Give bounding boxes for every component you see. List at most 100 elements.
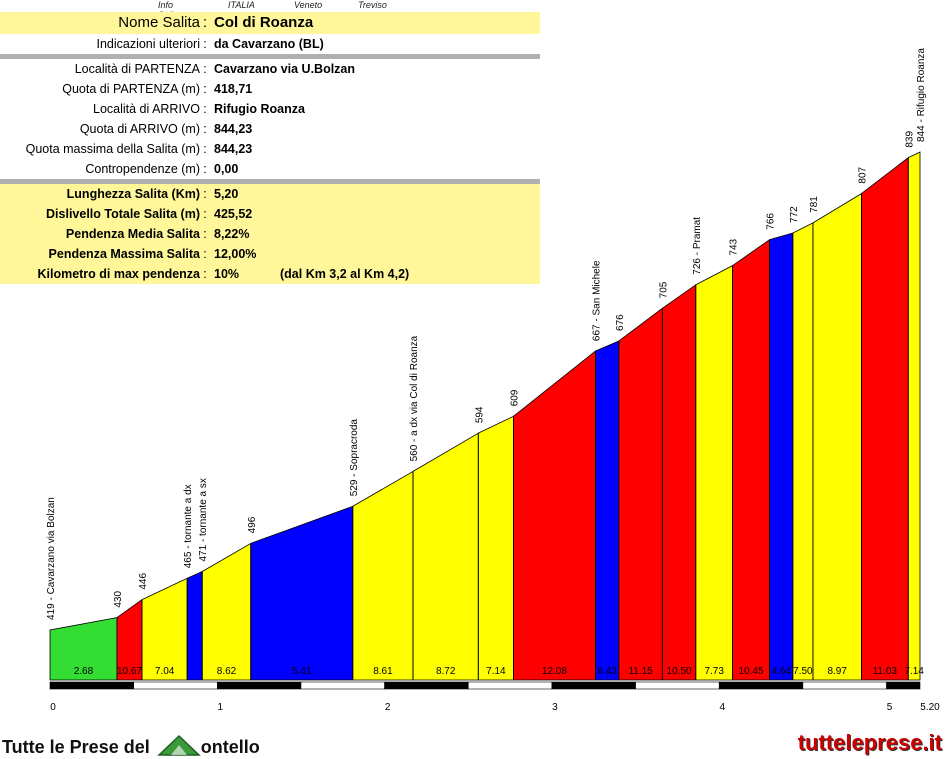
profile-segment — [186, 570, 203, 681]
colon: : — [203, 227, 207, 241]
segment-dividers — [116, 157, 909, 680]
altitude-label: 471 - tornante a sx — [198, 478, 209, 561]
lunghezza-label: Lunghezza Salita (Km) — [66, 187, 200, 201]
footer-site-logo: tutteleprese.it — [797, 730, 942, 755]
profile-segment — [201, 542, 252, 681]
gradient-label: 10.45 — [739, 666, 764, 677]
km-tick-label: 2 — [385, 702, 391, 713]
altitude-label: 430 — [113, 591, 124, 608]
altitude-label: 667 - San Michele — [591, 260, 602, 341]
km-tick-labels: 0 1 2 3 4 5 5.20 — [50, 702, 940, 713]
profile-segment — [352, 470, 414, 681]
row-km-max-pendenza: Kilometro di max pendenza : 10% (dal Km … — [0, 264, 540, 284]
row-contropendenze: Contropendenze (m) : 0,00 — [0, 159, 540, 179]
altitude-label: 560 - a dx via Col di Roanza — [409, 335, 420, 461]
scale-bar-block — [886, 681, 921, 690]
row-pendenza-media: Pendenza Media Salita : 8,22% — [0, 224, 540, 244]
info-header-region: Veneto — [294, 0, 323, 10]
altitude-label: 766 — [765, 213, 776, 230]
altitude-label: 844 - Rifugio Roanza — [916, 48, 927, 142]
gradient-label: 7.14 — [486, 666, 506, 677]
gradient-label: 6.43 — [597, 666, 617, 677]
gradient-label: 7.14 — [904, 666, 924, 677]
footer-brand-text-2: ontello — [200, 737, 260, 757]
separator — [0, 179, 540, 184]
altitude-label: 726 - Pramat — [692, 217, 703, 275]
km-max-pendenza-range: (dal Km 3,2 al Km 4,2) — [280, 267, 410, 281]
nome-salita-label: Nome Salita — [118, 14, 200, 31]
scale-bar-block — [551, 681, 636, 690]
indicazioni-label: Indicazioni ulteriori — [96, 37, 200, 51]
profile-segment — [695, 264, 734, 681]
gradient-label: 8.72 — [436, 666, 456, 677]
km-scale-bar — [49, 681, 921, 690]
colon: : — [203, 102, 207, 116]
altitude-label: 594 — [474, 406, 485, 423]
altitude-labels: 419 - Cavarzano via Bolzan 430 446 465 - to… — [46, 48, 927, 620]
colon: : — [203, 37, 207, 51]
profile-segment — [732, 238, 770, 681]
scale-bar-block — [718, 681, 804, 690]
altitude-label: 529 - Sopracroda — [349, 419, 360, 497]
row-quota-partenza: Quota di PARTENZA (m) : 418,71 — [0, 79, 540, 99]
quota-partenza-label: Quota di PARTENZA (m) — [62, 82, 200, 96]
altitude-label: 419 - Cavarzano via Bolzan — [46, 497, 57, 620]
gradient-label: 8.62 — [217, 666, 237, 677]
altitude-label: 781 — [809, 196, 820, 213]
colon: : — [203, 187, 207, 201]
profile-segment — [618, 307, 663, 681]
quota-massima-value: 844,23 — [214, 142, 253, 156]
km-tick-label: 4 — [719, 702, 725, 713]
separator — [0, 54, 540, 59]
pendenza-media-label: Pendenza Media Salita — [65, 227, 200, 241]
row-dislivello: Dislivello Totale Salita (m) : 425,52 — [0, 204, 540, 224]
info-header-province: Treviso — [358, 0, 387, 10]
altitude-label: 609 — [509, 389, 520, 406]
altitude-label: 705 — [658, 281, 669, 298]
profile-segment — [907, 151, 921, 681]
gradient-label: 8.97 — [827, 666, 847, 677]
scale-bar-block — [467, 681, 553, 690]
gradient-labels: 2.68 10.67 7.04 8.62 5.41 8.61 8.72 7.14 12.08 6.… — [74, 666, 925, 677]
localita-arrivo-value: Rifugio Roanza — [214, 102, 305, 116]
km-tick-label: 5.20 — [920, 702, 940, 713]
altitude-label: 743 — [729, 238, 740, 255]
km-tick-label: 5 — [887, 702, 893, 713]
altitude-label: 465 - tornante a dx — [183, 484, 194, 568]
contropendenze-value: 0,00 — [214, 162, 239, 176]
altitude-label: 676 — [615, 314, 626, 331]
gradient-label: 2.68 — [74, 666, 94, 677]
row-localita-partenza: Località di PARTENZA : Cavarzano via U.B… — [0, 59, 540, 79]
altitude-label: 446 — [138, 573, 149, 590]
profile-segment — [513, 350, 596, 681]
colon: : — [203, 267, 207, 281]
km-tick-label: 0 — [50, 702, 56, 713]
altitude-label: 772 — [789, 206, 800, 223]
gradient-label: 7.50 — [793, 666, 813, 677]
profile-segment — [769, 232, 794, 681]
gradient-label: 4.64 — [771, 666, 791, 677]
profile-segment — [861, 156, 909, 681]
km-tick-label: 1 — [218, 702, 224, 713]
mountain-logo-icon — [156, 734, 201, 756]
gradient-label: 10.67 — [117, 666, 142, 677]
row-nome-salita: Nome Salita : Col di Roanza — [0, 12, 540, 34]
contropendenze-label: Contropendenze (m) — [85, 162, 200, 176]
profile-segment — [792, 222, 814, 681]
colon: : — [202, 14, 208, 31]
scale-bar-block — [635, 681, 720, 690]
gradient-label: 11.03 — [873, 666, 898, 677]
km-tick-label: 3 — [552, 702, 558, 713]
lunghezza-value: 5,20 — [214, 187, 239, 201]
footer-brand-text-1: Tutte le Prese del — [2, 737, 150, 757]
gradient-label: 10.50 — [667, 666, 692, 677]
gradient-label: 8.61 — [373, 666, 393, 677]
km-max-pendenza-value: 10% — [214, 267, 240, 281]
altitude-label: 807 — [857, 166, 868, 183]
gradient-label: 7.73 — [704, 666, 724, 677]
scale-bar-block — [133, 681, 218, 690]
dislivello-value: 425,52 — [214, 207, 253, 221]
altitude-label: 496 — [247, 516, 258, 533]
gradient-label: 5.41 — [292, 666, 312, 677]
colon: : — [203, 62, 207, 76]
